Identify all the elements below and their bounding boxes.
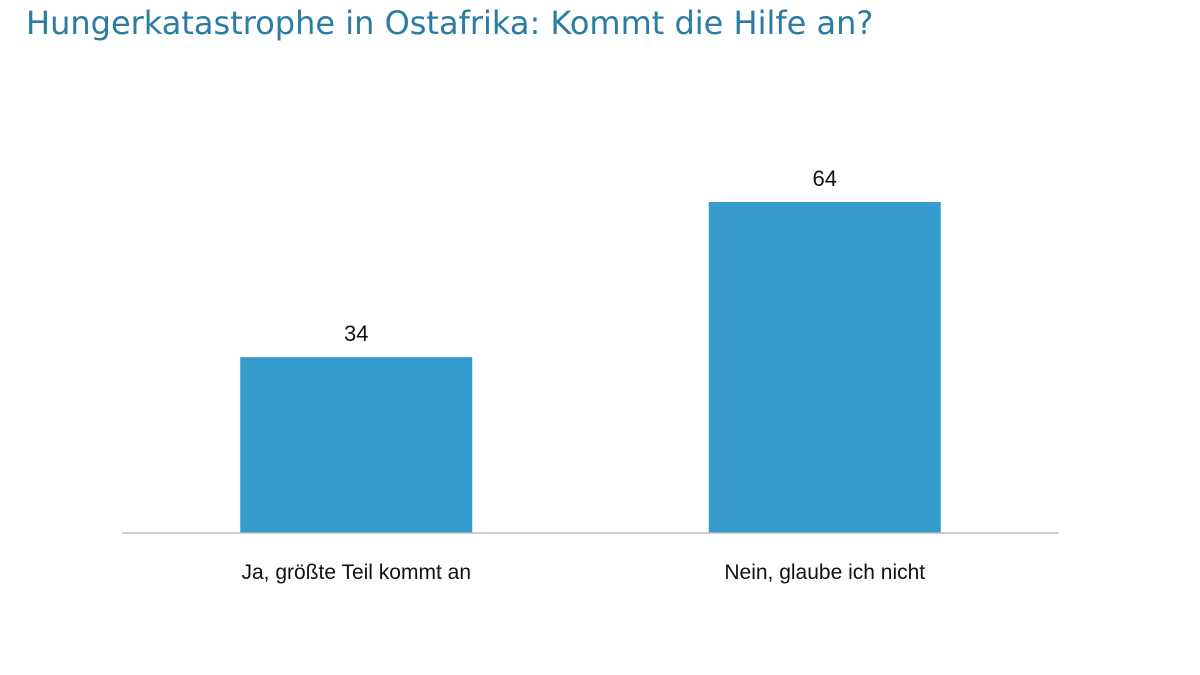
bars-group [240, 202, 941, 533]
data-label-1: 34 [344, 321, 368, 346]
bar-2 [708, 202, 941, 533]
data-label-2: 64 [813, 166, 837, 191]
chart-title: Hungerkatastrophe in Ostafrika: Kommt di… [26, 4, 874, 42]
category-label-1: Ja, größte Teil kommt an [241, 561, 471, 584]
labels-group: 34 Ja, größte Teil kommt an 64 Nein, glaube… [241, 166, 925, 584]
bar-1 [240, 357, 473, 533]
category-label-2: Nein, glaube ich nicht [724, 561, 925, 584]
